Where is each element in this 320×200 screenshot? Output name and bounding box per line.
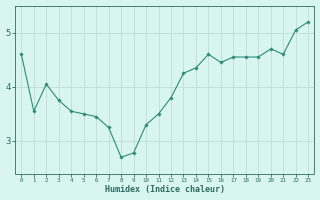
X-axis label: Humidex (Indice chaleur): Humidex (Indice chaleur): [105, 185, 225, 194]
